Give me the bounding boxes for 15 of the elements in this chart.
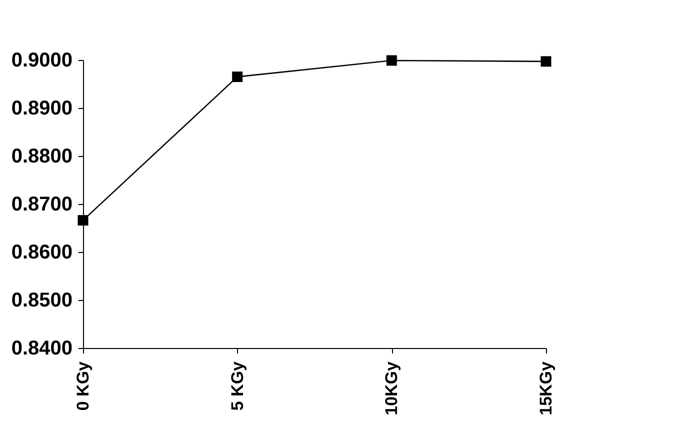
y-tick-label: 0.8400 bbox=[11, 338, 72, 360]
y-tick-label: 0.8900 bbox=[11, 98, 72, 120]
point bbox=[386, 55, 397, 66]
y-tick-label: 0.8600 bbox=[11, 242, 72, 264]
x-tick-label: 5 KGy bbox=[228, 360, 247, 411]
point bbox=[540, 56, 552, 67]
y-tick-label: 0.8700 bbox=[11, 194, 72, 216]
point bbox=[232, 72, 243, 82]
point bbox=[78, 215, 88, 226]
y-tick-label: 0.8800 bbox=[11, 146, 72, 168]
x-tick-label: 15KGy bbox=[536, 360, 556, 416]
y-tick-label: 0.9000 bbox=[11, 50, 72, 72]
x-tick-label: 0 KGy bbox=[74, 360, 92, 411]
y-tick-label: 0.8500 bbox=[11, 290, 72, 312]
x-tick-label: 10KGy bbox=[382, 360, 402, 416]
